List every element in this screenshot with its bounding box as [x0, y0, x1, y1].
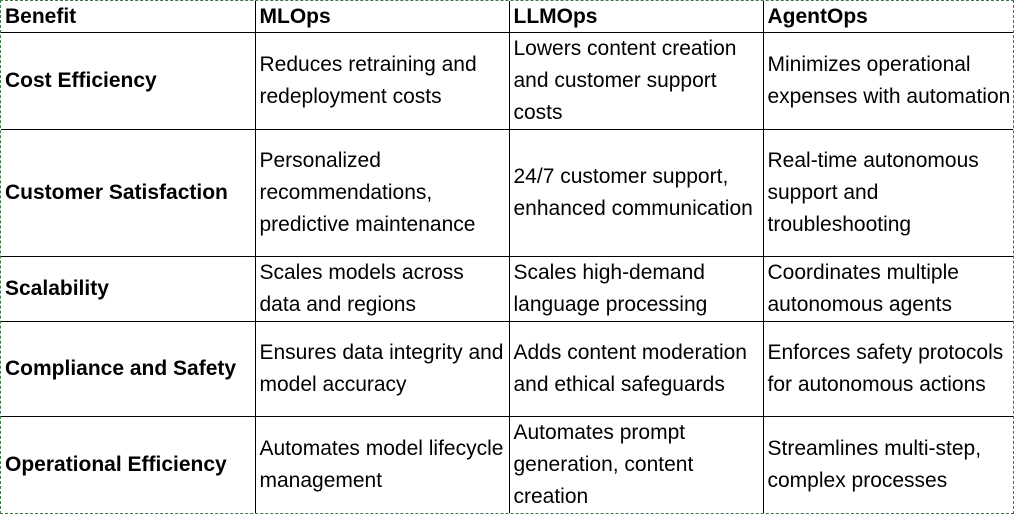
benefit-cell: Compliance and Safety: [1, 321, 256, 417]
agentops-cell: Enforces safety protocols for autonomous…: [762, 321, 1013, 417]
llmops-cell: Lowers content creation and customer sup…: [508, 32, 764, 130]
llmops-cell: 24/7 customer support, enhanced communic…: [508, 129, 764, 257]
llmops-cell: Automates prompt generation, content cre…: [508, 416, 764, 513]
table-row: Operational Efficiency Automates model l…: [1, 416, 1013, 513]
mlops-cell: Scales models across data and regions: [254, 256, 510, 322]
benefit-cell: Cost Efficiency: [1, 32, 256, 130]
llmops-cell: Adds content moderation and ethical safe…: [508, 321, 764, 417]
header-llmops: LLMOps: [508, 1, 764, 33]
agentops-cell: Streamlines multi-step, complex processe…: [762, 416, 1013, 513]
benefit-cell: Customer Satisfaction: [1, 129, 256, 257]
header-mlops: MLOps: [254, 1, 510, 33]
mlops-cell: Personalized recommendations, predictive…: [254, 129, 510, 257]
mlops-cell: Automates model lifecycle management: [254, 416, 510, 513]
mlops-cell: Reduces retraining and redeployment cost…: [254, 32, 510, 130]
header-row: Benefit MLOps LLMOps AgentOps: [1, 1, 1013, 33]
header-benefit: Benefit: [1, 1, 256, 33]
agentops-cell: Minimizes operational expenses with auto…: [762, 32, 1013, 130]
header-agentops: AgentOps: [762, 1, 1013, 33]
mlops-cell: Ensures data integrity and model accurac…: [254, 321, 510, 417]
table-row: Cost Efficiency Reduces retraining and r…: [1, 32, 1013, 130]
table-row: Scalability Scales models across data an…: [1, 256, 1013, 322]
llmops-cell: Scales high-demand language processing: [508, 256, 764, 322]
benefit-cell: Operational Efficiency: [1, 416, 256, 513]
agentops-cell: Real-time autonomous support and trouble…: [762, 129, 1013, 257]
table-row: Compliance and Safety Ensures data integ…: [1, 321, 1013, 417]
benefit-cell: Scalability: [1, 256, 256, 322]
table-row: Customer Satisfaction Personalized recom…: [1, 129, 1013, 257]
agentops-cell: Coordinates multiple autonomous agents: [762, 256, 1013, 322]
